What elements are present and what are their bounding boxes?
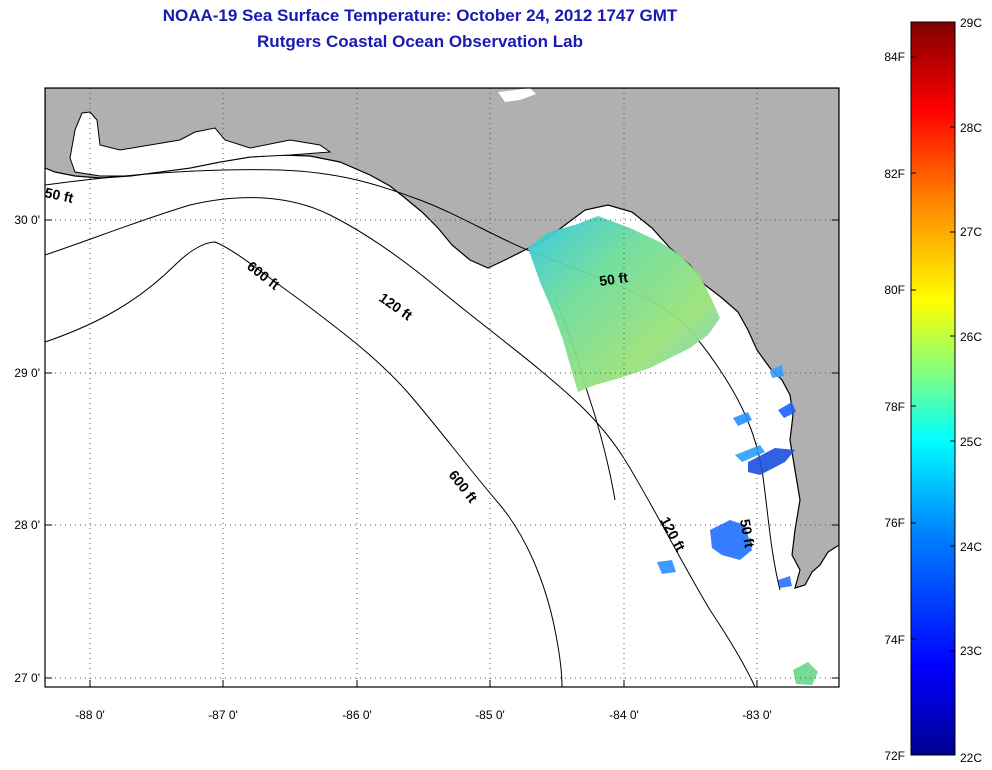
contour-600ft-line: [45, 241, 563, 687]
sst-patch-9: [778, 576, 792, 588]
colorbar-f-label: 72F: [884, 749, 905, 763]
lon-label: -87 0': [208, 708, 238, 722]
map-border: [44, 87, 840, 688]
colorbar-c-label: 26C: [960, 330, 982, 344]
colorbar: 29C 28C 27C 26C 25C 24C 23C 22C 84F 82F …: [884, 16, 982, 765]
colorbar-c-label: 22C: [960, 751, 982, 765]
lat-label: 28 0': [14, 518, 40, 532]
sst-patch-1: [778, 402, 796, 418]
colorbar-c-label: 25C: [960, 435, 982, 449]
lat-axis-labels: 30 0' 29 0' 28 0' 27 0': [14, 213, 40, 685]
sst-patch-5: [710, 520, 752, 560]
lake-icon: [498, 88, 536, 102]
lon-axis-labels: -88 0' -87 0' -86 0' -85 0' -84 0' -83 0…: [75, 708, 772, 722]
contour-label: 50 ft: [598, 269, 629, 289]
colorbar-f-label: 74F: [884, 633, 905, 647]
colorbar-f-label: 84F: [884, 50, 905, 64]
contour-label: 50 ft: [43, 184, 75, 206]
colorbar-celsius-labels: 29C 28C 27C 26C 25C 24C 23C 22C: [960, 16, 982, 765]
colorbar-f-label: 80F: [884, 283, 905, 297]
colorbar-gradient: [910, 21, 956, 756]
sst-patch-8: [793, 662, 818, 685]
colorbar-c-label: 23C: [960, 644, 982, 658]
colorbar-c-label: 28C: [960, 121, 982, 135]
lon-label: -88 0': [75, 708, 105, 722]
sst-patch-2: [733, 412, 752, 426]
map-ticks: [45, 219, 839, 687]
lon-label: -85 0': [475, 708, 505, 722]
colorbar-c-label: 27C: [960, 225, 982, 239]
map-subtitle: Rutgers Coastal Ocean Observation Lab: [257, 32, 583, 51]
bay-detail: [69, 111, 332, 177]
sst-patch-6: [657, 560, 676, 574]
colorbar-f-label: 76F: [884, 516, 905, 530]
lon-label: -83 0': [742, 708, 772, 722]
map-layers: [45, 88, 839, 589]
sst-patch-3: [748, 448, 795, 475]
contour-120ft-line: [45, 197, 756, 687]
contour-label: 50 ft: [737, 518, 758, 549]
colorbar-fahrenheit-labels: 84F 82F 80F 78F 76F 74F 72F: [884, 50, 905, 763]
lat-label: 29 0': [14, 366, 40, 380]
colorbar-c-label: 29C: [960, 16, 982, 30]
colorbar-ticks: [911, 56, 955, 652]
colorbar-f-label: 78F: [884, 400, 905, 414]
colorbar-c-label: 24C: [960, 540, 982, 554]
lat-label: 30 0': [14, 213, 40, 227]
lon-label: -84 0': [609, 708, 639, 722]
map-title: NOAA-19 Sea Surface Temperature: October…: [162, 6, 678, 25]
lon-label: -86 0': [342, 708, 372, 722]
sst-patch-7: [770, 365, 784, 378]
colorbar-f-label: 82F: [884, 167, 905, 181]
lat-label: 27 0': [14, 671, 40, 685]
sst-patch-4: [735, 445, 765, 462]
